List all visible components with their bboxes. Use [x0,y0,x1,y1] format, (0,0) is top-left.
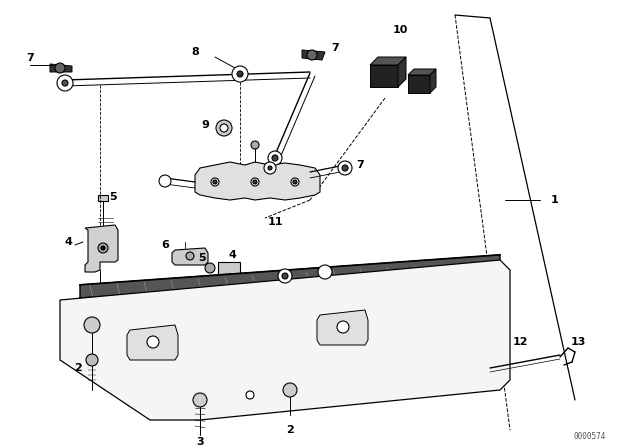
Circle shape [159,175,171,187]
Polygon shape [408,75,430,93]
Circle shape [268,151,282,165]
Circle shape [283,383,297,397]
Circle shape [337,321,349,333]
Circle shape [253,180,257,184]
Circle shape [232,66,248,82]
Text: 1: 1 [551,195,559,205]
Circle shape [342,165,348,171]
Circle shape [307,50,317,60]
Text: 11: 11 [268,217,283,227]
Circle shape [338,161,352,175]
Text: 4: 4 [228,250,236,260]
Bar [98,195,108,201]
Polygon shape [127,325,178,360]
Circle shape [246,391,254,399]
Polygon shape [172,248,208,265]
Text: 7: 7 [331,43,339,53]
Circle shape [193,393,207,407]
Polygon shape [302,50,325,60]
Text: 3: 3 [196,437,204,447]
Circle shape [251,141,259,149]
Polygon shape [80,255,500,298]
Circle shape [251,178,259,186]
Text: 7: 7 [26,53,34,63]
Polygon shape [430,69,436,93]
Text: 8: 8 [191,47,199,57]
Text: 12: 12 [512,337,528,347]
Polygon shape [195,162,320,200]
Bar [218,262,240,274]
Circle shape [62,80,68,86]
Polygon shape [408,69,436,75]
Circle shape [213,180,217,184]
Text: 2: 2 [74,363,82,373]
Text: 5: 5 [198,253,206,263]
Circle shape [220,124,228,132]
Text: 0000574: 0000574 [574,431,606,440]
Text: 10: 10 [392,25,408,35]
Circle shape [237,71,243,77]
Polygon shape [60,260,510,420]
Circle shape [272,155,278,161]
Text: 2: 2 [286,425,294,435]
Circle shape [55,63,65,73]
Circle shape [186,252,194,260]
Circle shape [86,354,98,366]
Circle shape [211,178,219,186]
Polygon shape [370,65,398,87]
Circle shape [282,273,288,279]
Circle shape [264,162,276,174]
Text: 4: 4 [64,237,72,247]
Circle shape [278,269,292,283]
Polygon shape [317,310,368,345]
Circle shape [293,180,297,184]
Circle shape [147,336,159,348]
Text: 6: 6 [161,240,169,250]
Circle shape [268,166,272,170]
Circle shape [318,265,332,279]
Circle shape [216,120,232,136]
Circle shape [84,317,100,333]
Text: 7: 7 [356,160,364,170]
Text: 5: 5 [109,192,117,202]
Circle shape [57,75,73,91]
Polygon shape [398,57,406,87]
Text: 9: 9 [201,120,209,130]
Circle shape [205,263,215,273]
Polygon shape [50,64,72,72]
Circle shape [291,178,299,186]
Circle shape [98,243,108,253]
Circle shape [101,246,105,250]
Polygon shape [370,57,406,65]
Text: 13: 13 [570,337,586,347]
Polygon shape [85,225,118,272]
